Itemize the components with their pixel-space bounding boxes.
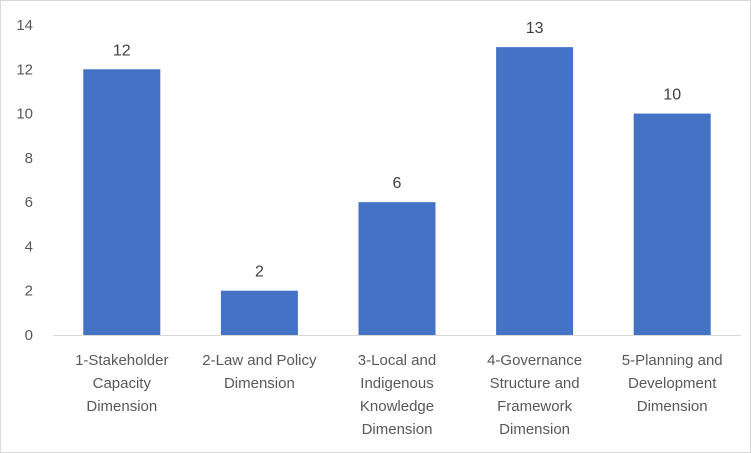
bar	[83, 69, 161, 336]
category-labels-group: 1-Stakeholder Capacity Dimension 2-Law and …	[75, 352, 723, 438]
y-axis-ticks: 0 2 4 6 8 10 12 14	[16, 17, 33, 344]
y-tick-label: 6	[25, 194, 33, 211]
data-label: 13	[526, 20, 544, 37]
y-tick-label: 4	[25, 238, 33, 255]
category-label: 5-Planning and	[622, 352, 723, 369]
category-label: Indigenous	[360, 375, 433, 392]
category-label: Development	[628, 375, 717, 392]
category-label: Dimension	[637, 398, 708, 415]
category-label: Dimension	[224, 375, 295, 392]
category-label: Structure and	[490, 375, 580, 392]
y-tick-label: 8	[25, 150, 33, 167]
category-label: 3-Local and	[358, 352, 436, 369]
category-label: 2-Law and Policy	[202, 352, 317, 369]
y-tick-label: 10	[16, 106, 33, 123]
category-label: Capacity	[93, 375, 152, 392]
bar	[496, 47, 574, 336]
y-tick-label: 12	[16, 61, 33, 78]
y-tick-label: 2	[25, 283, 33, 300]
bar	[358, 202, 436, 335]
category-label: Dimension	[86, 398, 157, 415]
data-label: 6	[393, 175, 402, 192]
category-label: Knowledge	[360, 398, 434, 415]
bar	[220, 290, 298, 335]
y-tick-label: 0	[25, 327, 33, 344]
bars-group	[83, 47, 711, 336]
category-label: Framework	[497, 398, 573, 415]
category-label: Dimension	[499, 421, 570, 438]
y-tick-label: 14	[16, 17, 33, 34]
category-label: 1-Stakeholder	[75, 352, 168, 369]
data-labels-group: 12 2 6 13 10	[113, 20, 681, 281]
category-label: Dimension	[362, 421, 433, 438]
data-label: 10	[663, 87, 681, 104]
data-label: 2	[255, 264, 264, 281]
bar	[633, 113, 711, 335]
data-label: 12	[113, 42, 131, 59]
category-label: 4-Governance	[487, 352, 582, 369]
